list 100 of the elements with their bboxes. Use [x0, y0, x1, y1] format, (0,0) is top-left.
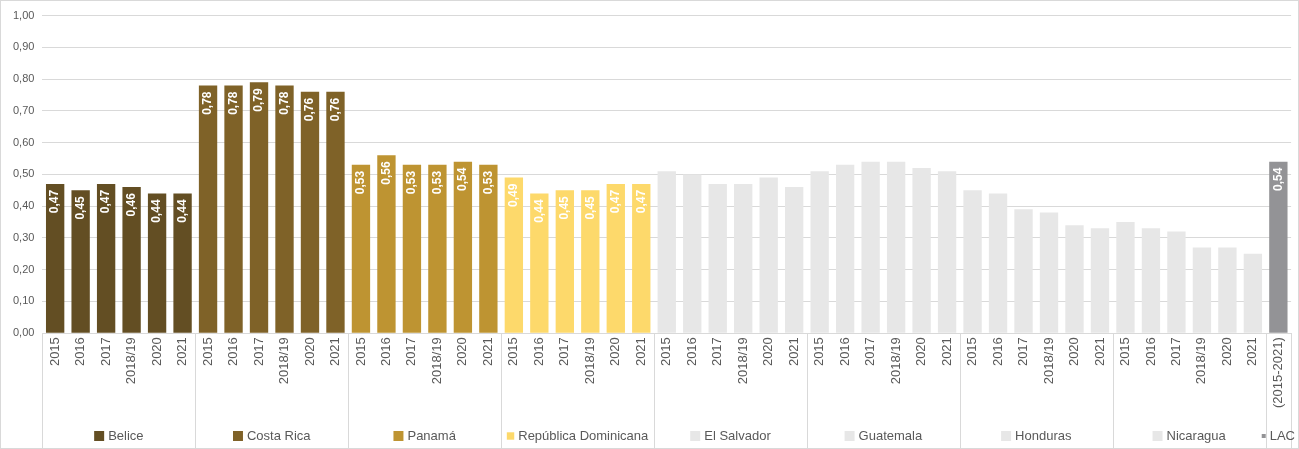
y-tick-label: 0,30 [12, 230, 35, 243]
y-tick-label: 0,50 [12, 167, 35, 180]
bar [810, 171, 829, 333]
x-tick-label: 2015 [811, 337, 827, 367]
x-tick-label: 2017 [1015, 337, 1031, 367]
data-label: 0,45 [557, 195, 572, 220]
bar [657, 171, 676, 333]
x-tick-label: 2020 [1218, 337, 1234, 367]
bar [275, 85, 294, 333]
bar [835, 164, 855, 333]
x-tick-label: 2021 [785, 337, 801, 367]
x-tick-label: 2018/19 [123, 337, 139, 385]
legend-label: Costa Rica [246, 427, 312, 443]
x-tick-label: 2020 [1066, 337, 1082, 367]
x-tick-label: 2018/19 [1040, 337, 1056, 385]
x-tick-label: 2021 [1244, 337, 1260, 367]
bar [1116, 222, 1135, 333]
x-tick-label: 2015 [964, 337, 980, 367]
data-label: 0,78 [225, 91, 240, 115]
x-tick-label: 2015 [46, 337, 62, 367]
bar [71, 190, 90, 333]
data-label: 0,54 [1270, 167, 1285, 192]
legend-label: Panamá [407, 427, 457, 443]
x-tick-label: 2021 [632, 337, 648, 367]
x-tick-label: 2020 [607, 337, 623, 367]
bar [402, 164, 422, 333]
bar [785, 187, 804, 333]
x-tick-label: 2016 [378, 337, 394, 367]
bar [759, 177, 778, 333]
bar [734, 183, 753, 333]
bar [912, 168, 931, 333]
bar [147, 193, 167, 333]
bar [453, 161, 473, 333]
data-label: 0,44 [531, 199, 546, 223]
bar [1243, 253, 1263, 333]
bar [300, 91, 320, 333]
bar [428, 164, 447, 333]
data-label: 0,53 [429, 170, 444, 195]
legend-label: Honduras [1015, 427, 1072, 443]
x-tick-label: 2016 [72, 337, 88, 367]
data-label: 0,78 [200, 91, 215, 115]
bar [351, 164, 371, 333]
y-tick-label: 0,00 [12, 326, 35, 339]
legend-label: Belice [108, 427, 144, 443]
x-tick-label: 2018/19 [581, 337, 597, 385]
bar [173, 193, 192, 333]
legend-label: LAC [1269, 427, 1296, 443]
x-tick-label: 2016 [683, 337, 699, 367]
bar [683, 174, 702, 333]
y-tick-label: 0,60 [12, 135, 35, 148]
x-tick-label: (2015-2021) [1269, 337, 1285, 408]
data-label: 0,79 [251, 87, 266, 112]
bar [1167, 231, 1186, 333]
data-label: 0,76 [327, 97, 342, 122]
x-tick-label: 2016 [836, 337, 852, 367]
data-label: 0,78 [276, 91, 291, 115]
data-label: 0,53 [480, 170, 495, 195]
x-tick-label: 2021 [479, 337, 495, 367]
bar [1065, 225, 1084, 333]
data-label: 0,47 [608, 189, 623, 214]
bar [861, 161, 880, 333]
bar [555, 190, 574, 333]
y-tick-label: 0,90 [12, 40, 35, 53]
bar [886, 161, 906, 333]
x-tick-label: 2021 [174, 337, 190, 367]
x-tick-label: 2016 [989, 337, 1005, 367]
x-tick-label: 2018/19 [1193, 337, 1209, 385]
bar [963, 190, 982, 333]
data-label: 0,47 [98, 189, 113, 214]
bar [1269, 161, 1288, 333]
bar [377, 155, 396, 333]
bar [1192, 247, 1212, 333]
bar [708, 183, 727, 333]
y-tick-label: 0,80 [12, 72, 35, 85]
bar [479, 164, 498, 333]
bar [249, 82, 269, 333]
x-tick-label: 2020 [913, 337, 929, 367]
x-tick-label: 2020 [301, 337, 317, 367]
x-tick-label: 2020 [148, 337, 164, 367]
bar [606, 183, 625, 333]
bar [326, 91, 345, 333]
data-label: 0,76 [302, 97, 317, 122]
x-tick-label: 2015 [505, 337, 521, 367]
bar [198, 85, 218, 333]
data-label: 0,53 [404, 170, 419, 195]
x-tick-label: 2017 [1168, 337, 1183, 367]
x-tick-label: 2018/19 [276, 337, 292, 385]
y-tick-label: 0,10 [12, 294, 35, 307]
x-tick-label: 2016 [225, 337, 241, 367]
data-label: 0,54 [455, 167, 470, 192]
bar [632, 183, 651, 333]
x-tick-label: 2015 [1117, 337, 1133, 367]
x-tick-label: 2020 [760, 337, 776, 367]
x-tick-label: 2017 [97, 337, 113, 367]
bar [937, 171, 957, 333]
x-tick-label: 2017 [709, 337, 725, 367]
bar [530, 193, 549, 333]
data-label: 0,44 [149, 199, 164, 223]
data-label: 0,45 [582, 195, 597, 220]
bar [504, 177, 524, 333]
